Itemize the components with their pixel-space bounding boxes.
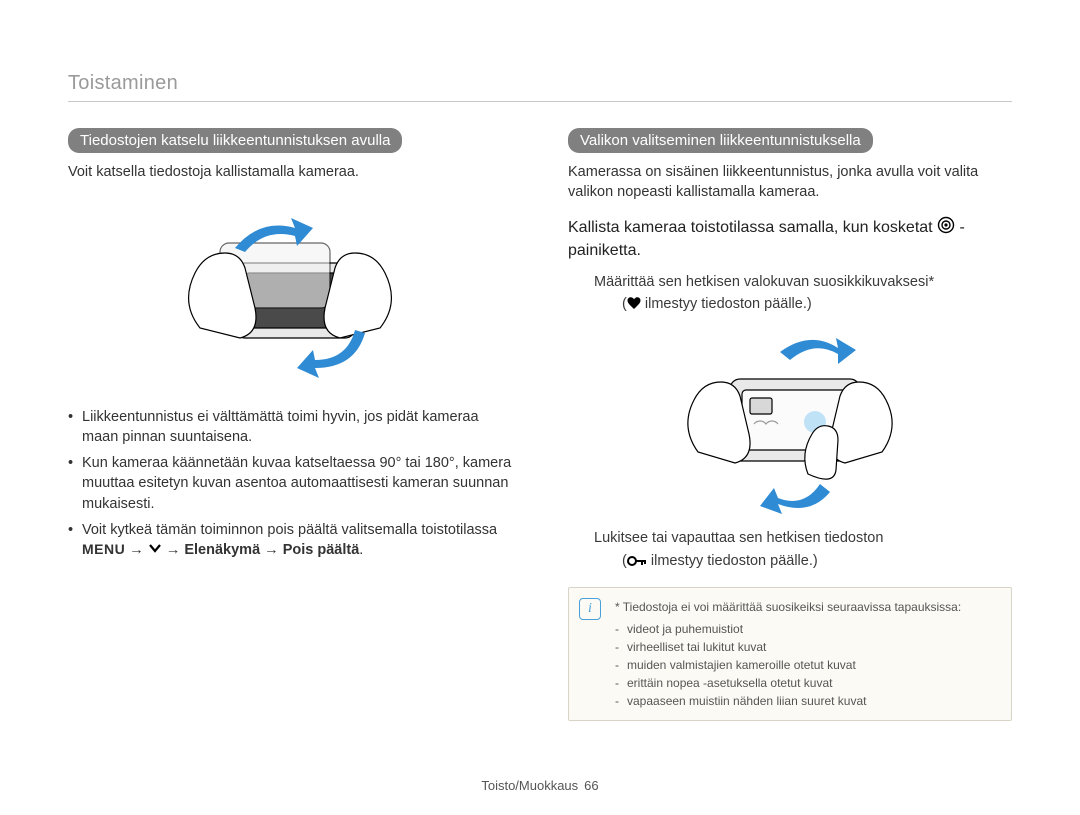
note-box: i * Tiedostoja ei voi määrittää suosikei… [568,587,1012,721]
left-column: Tiedostojen katselu liikkeentunnistuksen… [68,128,512,721]
lock-description: Lukitsee tai vapauttaa sen hetkisen tied… [568,528,1012,548]
note-item: virheelliset tai lukitut kuvat [615,638,997,656]
key-icon [627,555,647,567]
right-lead: Kallista kameraa toistotilassa samalla, … [568,216,1012,262]
bullet-item: Kun kameraa käännetään kuvaa katseltaess… [68,453,512,514]
bullet-item: Voit kytkeä tämän toiminnon pois päältä … [68,520,512,561]
note-item: videot ja puhemuistiot [615,620,997,638]
content-columns: Tiedostojen katselu liikkeentunnistuksen… [68,128,1012,721]
note-item: erittäin nopea -asetuksella otetut kuvat [615,674,997,692]
left-bullets: Liikkeentunnistus ei välttämättä toimi h… [68,407,512,561]
right-intro: Kamerassa on sisäinen liikkeentunnistus,… [568,163,1012,202]
target-icon [937,216,955,234]
bullet-item: Liikkeentunnistus ei välttämättä toimi h… [68,407,512,448]
menu-path: MENU → → Elenäkymä → Pois päältä. [82,542,363,558]
favorite-description: Määrittää sen hetkisen valokuvan suosikk… [568,272,1012,292]
right-column: Valikon valitseminen liikkeentunnistukse… [568,128,1012,721]
note-item: muiden valmistajien kameroille otetut ku… [615,656,997,674]
right-illustration [568,324,1012,514]
lock-paren: ( ilmestyy tiedoston päälle.) [568,553,1012,569]
page-footer: Toisto/Muokkaus66 [0,778,1080,793]
left-section-title: Tiedostojen katselu liikkeentunnistuksen… [68,128,402,153]
note-lead: * Tiedostoja ei voi määrittää suosikeiks… [615,598,997,616]
menu-glyph: MENU [82,541,125,557]
favorite-paren: ( ilmestyy tiedoston päälle.) [568,296,1012,312]
right-section-title: Valikon valitseminen liikkeentunnistukse… [568,128,873,153]
note-item: vapaaseen muistiin nähden liian suuret k… [615,692,997,710]
left-illustration [68,193,512,393]
chevron-down-icon [148,542,162,554]
page-header: Toistaminen [68,72,1012,102]
note-icon: i [579,598,601,620]
note-list: videot ja puhemuistiot virheelliset tai … [615,620,997,710]
heart-icon [627,297,641,310]
left-intro: Voit katsella tiedostoja kallistamalla k… [68,163,512,183]
